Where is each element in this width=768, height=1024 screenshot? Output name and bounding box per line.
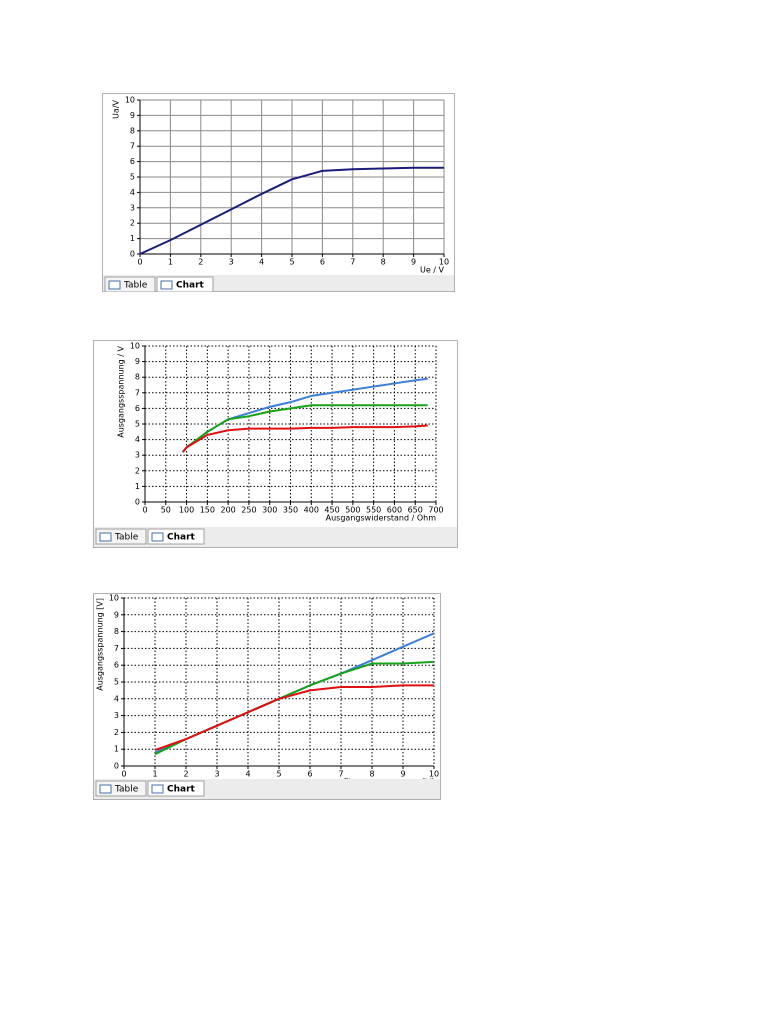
- y-tick-label: 1: [114, 745, 119, 754]
- x-tick-label: 3: [229, 258, 234, 267]
- y-tick-label: 10: [125, 96, 135, 105]
- x-tick-label: 10: [429, 770, 439, 779]
- y-tick-label: 4: [114, 694, 119, 703]
- x-axis-label: Ue / V: [420, 266, 445, 275]
- y-tick-label: 6: [114, 661, 119, 670]
- y-tick-label: 3: [135, 451, 140, 460]
- x-tick-label: 0: [121, 770, 126, 779]
- y-tick-label: 1: [130, 234, 135, 243]
- y-tick-label: 1: [135, 482, 140, 491]
- tab-icon: [151, 784, 164, 794]
- x-tick-label: 10: [439, 258, 449, 267]
- tab-label[interactable]: Chart: [167, 533, 196, 543]
- x-tick-label: 9: [411, 258, 416, 267]
- x-axis-label: Ausgangswiderstand / Ohm: [326, 514, 437, 523]
- x-tick-label: 3: [214, 770, 219, 779]
- x-tick-label: 4: [245, 770, 250, 779]
- x-tick-label: 6: [307, 770, 312, 779]
- y-tick-label: 2: [135, 466, 140, 475]
- y-tick-label: 7: [130, 142, 135, 151]
- y-tick-label: 4: [130, 188, 135, 197]
- y-tick-label: 9: [135, 357, 140, 366]
- tab-label[interactable]: Table: [114, 533, 139, 543]
- y-tick-label: 7: [114, 644, 119, 653]
- y-tick-label: 9: [114, 610, 119, 619]
- y-tick-label: 4: [135, 435, 140, 444]
- x-tick-label: 0: [142, 506, 147, 515]
- y-axis-label: Ua/V: [112, 99, 121, 118]
- y-tick-label: 7: [135, 388, 140, 397]
- x-tick-label: 350: [283, 506, 298, 515]
- y-tick-label: 0: [114, 762, 119, 771]
- x-tick-label: 1: [168, 258, 173, 267]
- x-tick-label: 300: [262, 506, 277, 515]
- x-tick-label: 600: [387, 506, 402, 515]
- y-tick-label: 10: [130, 342, 140, 351]
- x-tick-label: 5: [276, 770, 281, 779]
- series-line: [139, 166, 444, 255]
- tab-icon: [108, 280, 121, 290]
- x-tick-label: 2: [183, 770, 188, 779]
- x-tick-label: 9: [400, 770, 405, 779]
- series-line: [182, 404, 428, 453]
- y-axis-label: Ausgangsspannung [V]: [96, 598, 105, 691]
- tab-label[interactable]: Chart: [167, 785, 196, 795]
- x-tick-label: 400: [304, 506, 319, 515]
- y-tick-label: 3: [114, 711, 119, 720]
- y-tick-label: 3: [130, 203, 135, 212]
- x-tick-label: 200: [221, 506, 236, 515]
- x-tick-label: 250: [241, 506, 256, 515]
- tab-icon: [99, 532, 112, 542]
- x-tick-label: 450: [324, 506, 339, 515]
- y-tick-label: 0: [135, 498, 140, 507]
- x-tick-label: 5: [289, 258, 294, 267]
- y-tick-label: 6: [130, 157, 135, 166]
- y-tick-label: 5: [135, 420, 140, 429]
- y-tick-label: 10: [109, 594, 119, 603]
- y-tick-label: 8: [114, 627, 119, 636]
- x-tick-label: 500: [345, 506, 360, 515]
- x-tick-label: 7: [350, 258, 355, 267]
- x-tick-label: 550: [366, 506, 381, 515]
- tab-label[interactable]: Table: [123, 281, 148, 291]
- x-tick-label: 2: [198, 258, 203, 267]
- chart-panel: 0 1 2 3 4 5 6 7 8 9 10 0 1 2 3 4 5 6 7 8 9 10 Ausgangsspannung…: [93, 593, 441, 800]
- x-tick-label: 1: [152, 770, 157, 779]
- x-tick-label: 7: [338, 770, 343, 779]
- y-tick-label: 5: [130, 173, 135, 182]
- y-axis-label: Ausgangsspannung / V: [117, 345, 126, 437]
- x-tick-label: 650: [408, 506, 423, 515]
- tab-label[interactable]: Chart: [176, 281, 205, 291]
- chart-panel: 0 1 2 3 4 5 6 7 8 9 10 0 1 2 3 4 5 6 7 8 9 10 Ua/V Ue / V Table C…: [102, 93, 455, 292]
- tab-icon: [99, 784, 112, 794]
- tab-icon: [160, 280, 173, 290]
- x-tick-label: 150: [200, 506, 215, 515]
- y-tick-label: 2: [114, 728, 119, 737]
- series-line: [182, 424, 428, 453]
- y-tick-label: 8: [135, 373, 140, 382]
- x-tick-label: 100: [179, 506, 194, 515]
- x-tick-label: 700: [428, 506, 443, 515]
- x-tick-label: 0: [137, 258, 142, 267]
- series-line: [154, 684, 434, 751]
- x-tick-label: 50: [161, 506, 171, 515]
- y-tick-label: 5: [114, 678, 119, 687]
- tab-label[interactable]: Table: [114, 785, 139, 795]
- x-tick-label: 8: [369, 770, 374, 779]
- x-tick-label: 8: [381, 258, 386, 267]
- y-tick-label: 0: [130, 250, 135, 259]
- x-tick-label: 4: [259, 258, 264, 267]
- tab-bar: [103, 275, 454, 291]
- y-tick-label: 9: [130, 111, 135, 120]
- y-tick-label: 2: [130, 219, 135, 228]
- y-tick-label: 8: [130, 126, 135, 135]
- tab-icon: [151, 532, 164, 542]
- x-tick-label: 6: [320, 258, 325, 267]
- y-tick-label: 6: [135, 404, 140, 413]
